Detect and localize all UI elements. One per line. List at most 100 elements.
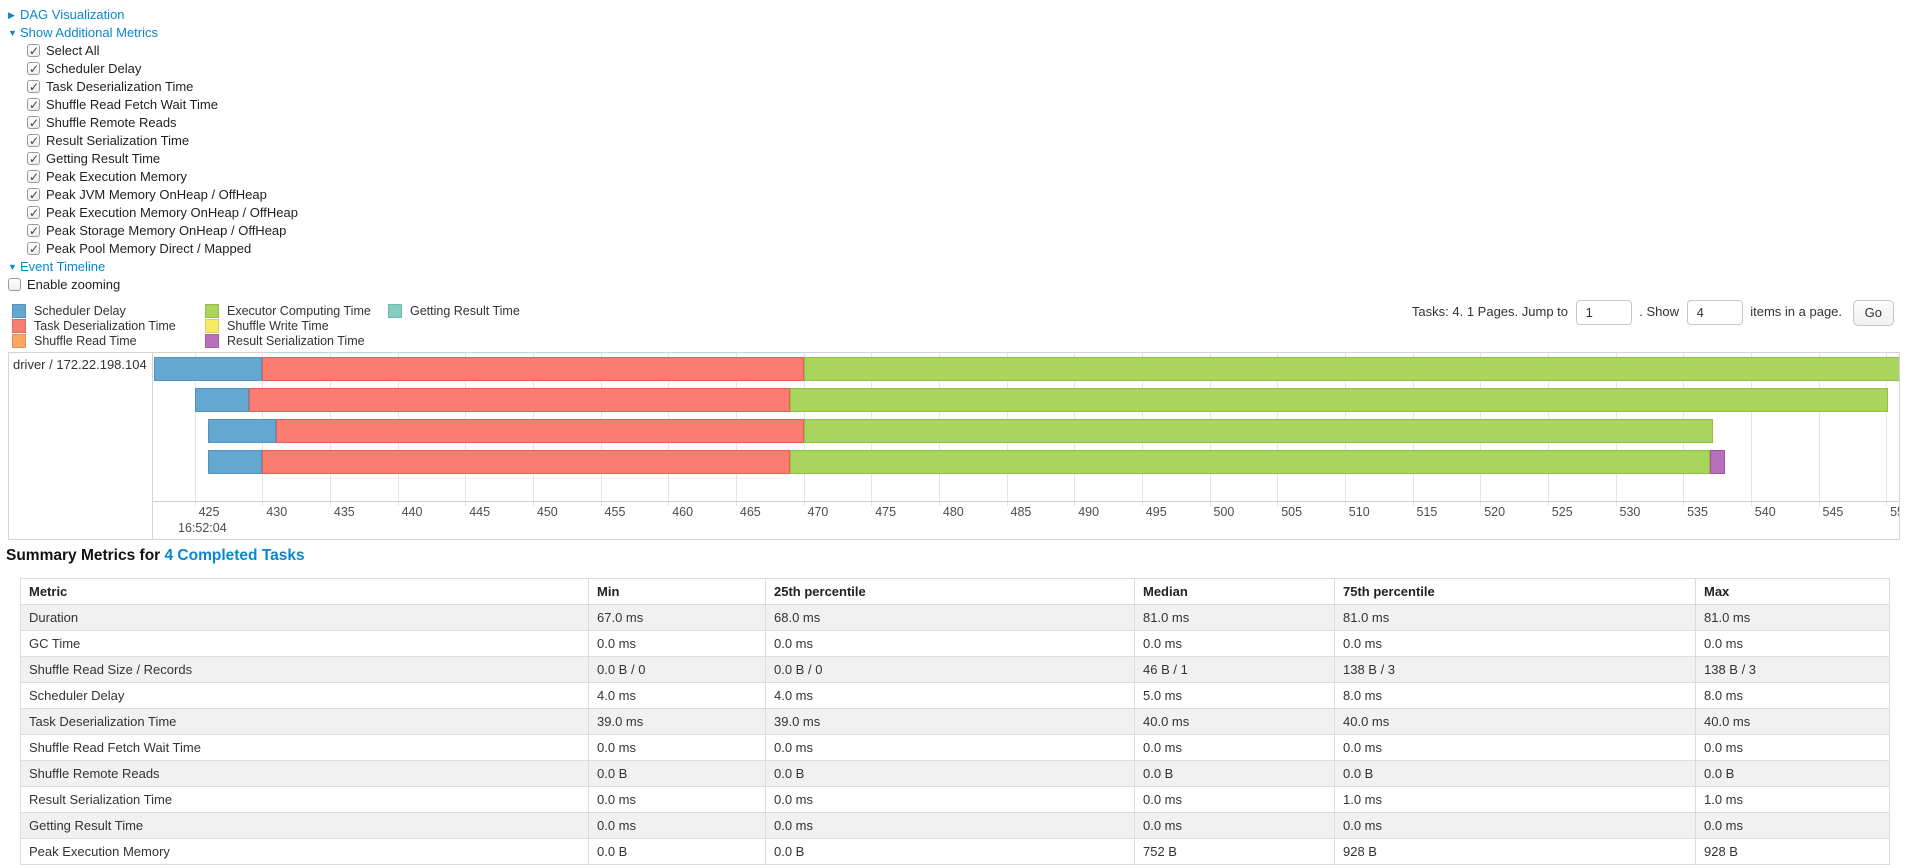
timeline-tick-label: 550 (1890, 505, 1899, 519)
task-bar-segment-executor_computing[interactable] (790, 450, 1711, 474)
metric-checkbox-row: Peak Pool Memory Direct / Mapped (27, 240, 1907, 258)
summary-table-cell: 0.0 ms (588, 812, 766, 839)
legend-swatch-executor_computing (205, 304, 219, 318)
summary-table-cell: 39.0 ms (588, 708, 766, 735)
metric-checkbox[interactable] (27, 168, 40, 186)
task-bar-segment-scheduler_delay[interactable] (208, 450, 263, 474)
metric-checkbox-label: Getting Result Time (46, 151, 161, 166)
summary-table-cell: 0.0 B (765, 838, 1135, 865)
metric-checkbox[interactable] (27, 78, 40, 96)
summary-table-cell: 39.0 ms (765, 708, 1135, 735)
task-bar-segment-executor_computing[interactable] (803, 357, 1899, 381)
summary-table-cell: 0.0 B (1134, 760, 1335, 787)
summary-table-row: GC Time 0.0 ms 0.0 ms 0.0 ms 0.0 ms 0.0 ms (20, 630, 1890, 657)
legend-label: Shuffle Write Time (227, 319, 329, 333)
enable-zooming-label: Enable zooming (27, 277, 121, 292)
completed-tasks-link[interactable]: 4 Completed Tasks (164, 547, 305, 564)
metric-checkbox[interactable] (27, 96, 40, 114)
page-jump-input[interactable] (1575, 300, 1632, 326)
metric-checkbox[interactable] (27, 222, 40, 240)
metric-checkbox[interactable] (27, 204, 40, 222)
summary-table-cell: 68.0 ms (765, 604, 1135, 631)
summary-table-cell: 0.0 B (1695, 760, 1890, 787)
pagination-show-text: . Show (1639, 304, 1679, 319)
metric-checkbox[interactable] (27, 132, 40, 150)
metric-checkbox[interactable] (27, 240, 40, 258)
timeline-tick-label: 450 (536, 505, 558, 519)
metric-checkbox[interactable] (27, 42, 40, 60)
task-pagination: Tasks: 4. 1 Pages. Jump to . Show items … (1412, 298, 1894, 326)
summary-column-header: Min (588, 578, 766, 605)
metric-checkbox[interactable] (27, 186, 40, 204)
show-additional-metrics-link[interactable]: Show Additional Metrics (20, 25, 159, 40)
summary-table-row: Result Serialization Time 0.0 ms 0.0 ms 0.0… (20, 786, 1890, 813)
task-bar-segment-task_deserialization[interactable] (262, 357, 804, 381)
task-bar-segment-scheduler_delay[interactable] (208, 419, 276, 443)
metric-checkbox[interactable] (27, 114, 40, 132)
timeline-tick-label: 500 (1213, 505, 1235, 519)
event-timeline-chart: driver / 172.22.198.104 425 430 435 440 445 4… (8, 352, 1900, 540)
metric-checkbox-row: Select All (27, 42, 1907, 60)
timeline-tick-label: 475 (875, 505, 897, 519)
timeline-group-label: driver / 172.22.198.104 (13, 357, 147, 372)
summary-table-cell: 0.0 B / 0 (765, 656, 1135, 683)
summary-table-cell: Shuffle Remote Reads (20, 760, 589, 787)
dag-visualization-toggle[interactable]: ▶ DAG Visualization (8, 6, 1907, 24)
metric-checkbox[interactable] (27, 150, 40, 168)
metric-checkbox[interactable] (27, 60, 40, 78)
chevron-down-icon: ▼ (8, 262, 17, 272)
legend-swatch-shuffle_write (205, 319, 219, 333)
task-bar-segment-result_serialization[interactable] (1710, 450, 1726, 474)
summary-table-row: Getting Result Time 0.0 ms 0.0 ms 0.0 ms 0.0… (20, 812, 1890, 839)
legend-item: Result Serialization Time (205, 334, 371, 348)
metric-checkbox-row: Peak Storage Memory OnHeap / OffHeap (27, 222, 1907, 240)
metric-checkbox-row: Peak JVM Memory OnHeap / OffHeap (27, 186, 1907, 204)
metric-checkbox-label: Scheduler Delay (46, 61, 142, 76)
timeline-tick-label: 470 (807, 505, 829, 519)
timeline-major-time-label: 16:52:04 (178, 521, 227, 535)
summary-table-cell: 0.0 ms (588, 630, 766, 657)
timeline-tick-label: 490 (1078, 505, 1100, 519)
summary-table-cell: 138 B / 3 (1334, 656, 1696, 683)
timeline-tick-label: 495 (1145, 505, 1167, 519)
timeline-tick-label: 480 (942, 505, 964, 519)
metric-checkbox-label: Peak Pool Memory Direct / Mapped (46, 241, 252, 256)
summary-column-header: 75th percentile (1334, 578, 1696, 605)
task-bar-segment-scheduler_delay[interactable] (194, 388, 249, 412)
summary-header-row: Metric Min 25th percentile Median 75th perce… (20, 578, 1890, 605)
legend-label: Getting Result Time (410, 304, 520, 318)
metric-checkbox-label: Result Serialization Time (46, 133, 190, 148)
legend-label: Executor Computing Time (227, 304, 371, 318)
summary-table-cell: 4.0 ms (588, 682, 766, 709)
task-bar-segment-task_deserialization[interactable] (248, 388, 790, 412)
task-bar-segment-executor_computing[interactable] (790, 388, 1888, 412)
summary-table-cell: 0.0 ms (1134, 812, 1335, 839)
task-bar-segment-task_deserialization[interactable] (262, 450, 791, 474)
enable-zooming-checkbox[interactable] (8, 278, 21, 291)
dag-visualization-link[interactable]: DAG Visualization (20, 7, 125, 22)
task-bar-segment-scheduler_delay[interactable] (154, 357, 263, 381)
page-size-input[interactable] (1686, 300, 1743, 326)
summary-table-cell: 0.0 ms (1695, 812, 1890, 839)
metric-checkbox-label: Shuffle Read Fetch Wait Time (46, 97, 218, 112)
summary-table-cell: 81.0 ms (1695, 604, 1890, 631)
legend-label: Shuffle Read Time (34, 334, 137, 348)
event-timeline-toggle[interactable]: ▼ Event Timeline (8, 258, 1907, 276)
legend-swatch-getting_result (388, 304, 402, 318)
summary-table-row: Scheduler Delay 4.0 ms 4.0 ms 5.0 ms 8.0 ms 8… (20, 682, 1890, 709)
summary-metrics-heading: Summary Metrics for 4 Completed Tasks (6, 547, 1907, 565)
summary-table-cell: 1.0 ms (1695, 786, 1890, 813)
event-timeline-link[interactable]: Event Timeline (20, 259, 106, 274)
task-bar-segment-task_deserialization[interactable] (275, 419, 804, 443)
legend-swatch-scheduler_delay (12, 304, 26, 318)
summary-table-cell: Duration (20, 604, 589, 631)
show-additional-metrics-toggle[interactable]: ▼ Show Additional Metrics (8, 24, 1907, 42)
summary-table-row: Shuffle Remote Reads 0.0 B 0.0 B 0.0 B 0.0 B… (20, 760, 1890, 787)
task-bar-segment-executor_computing[interactable] (803, 419, 1713, 443)
metric-checkbox-row: Peak Execution Memory (27, 168, 1907, 186)
timeline-gridline (1818, 353, 1820, 506)
go-button[interactable]: Go (1852, 299, 1894, 326)
summary-table-cell: 8.0 ms (1334, 682, 1696, 709)
timeline-gridline (194, 353, 196, 506)
summary-table-cell: 0.0 ms (1695, 734, 1890, 761)
